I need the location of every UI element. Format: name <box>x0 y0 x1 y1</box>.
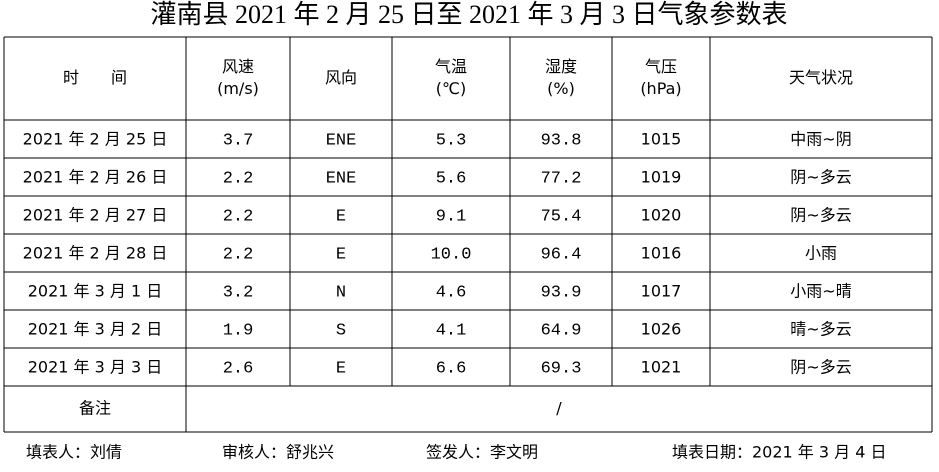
header-cell: (hPa) <box>640 79 681 98</box>
footer-text: 签发人：李文明 <box>426 443 538 462</box>
table-cell: 5.3 <box>436 131 467 150</box>
table-cell: 93.8 <box>541 131 582 150</box>
table-cell: 小雨~晴 <box>790 282 851 301</box>
header-cell: 风速 <box>222 57 254 76</box>
table-cell: 1017 <box>641 282 682 301</box>
title: 灌南县 2021 年 2 月 25 日至 2021 年 3 月 3 日气象参数表 <box>150 0 787 29</box>
table-cell: 中雨~阴 <box>790 130 851 149</box>
table-cell: 1019 <box>641 168 682 187</box>
table-cell: 1015 <box>641 130 682 149</box>
header-cell: 气温 <box>435 57 467 76</box>
table-cell: 2021 年 3 月 2 日 <box>28 320 163 339</box>
table-cell: S <box>336 321 346 340</box>
table-cell: 阴~多云 <box>790 168 851 187</box>
table-cell: 4.6 <box>436 283 467 302</box>
table-cell: 2021 年 2 月 27 日 <box>23 206 168 225</box>
header-cell: (℃) <box>436 79 466 98</box>
table-cell: 1026 <box>641 320 682 339</box>
table-cell: 2021 年 3 月 1 日 <box>28 282 163 301</box>
table-cell: E <box>336 359 346 378</box>
table-cell: 阴~多云 <box>790 358 851 377</box>
table-cell: 1016 <box>641 244 682 263</box>
table-cell: 2.6 <box>223 359 254 378</box>
footer-text: 审核人：舒兆兴 <box>222 443 334 462</box>
table-cell: 2.2 <box>223 245 254 264</box>
table-cell: 2021 年 2 月 25 日 <box>23 130 168 149</box>
table-cell: 75.4 <box>541 207 582 226</box>
table-cell: 3.7 <box>223 131 254 150</box>
remark-label: 备注 <box>79 399 111 418</box>
table-cell: ENE <box>326 131 357 150</box>
table-cell: 2.2 <box>223 169 254 188</box>
table-cell: N <box>336 283 346 302</box>
table-cell: 93.9 <box>541 283 582 302</box>
table-cell: 1021 <box>641 358 682 377</box>
table-cell: 5.6 <box>436 169 467 188</box>
table-cell: 阴~多云 <box>790 206 851 225</box>
table-cell: 晴~多云 <box>790 320 851 339</box>
table-cell: 1.9 <box>223 321 254 340</box>
table-cell: 1020 <box>641 206 682 225</box>
table-cell: 64.9 <box>541 321 582 340</box>
footer-text: 填表日期：2021 年 3 月 4 日 <box>672 443 887 462</box>
header-cell: 湿度 <box>545 57 577 76</box>
table-cell: 77.2 <box>541 169 582 188</box>
table-cell: 10.0 <box>431 245 472 264</box>
table-cell: 2021 年 3 月 3 日 <box>28 358 163 377</box>
header-cell: (%) <box>547 79 575 98</box>
table-cell: 2021 年 2 月 28 日 <box>23 244 168 263</box>
table-cell: 69.3 <box>541 359 582 378</box>
table-cell: 2.2 <box>223 207 254 226</box>
header-cell: 天气状况 <box>789 68 853 87</box>
table-cell: E <box>336 207 346 226</box>
table-cell: 3.2 <box>223 283 254 302</box>
table-cell: 9.1 <box>436 207 467 226</box>
remark: / <box>556 399 562 418</box>
header-cell: 气压 <box>645 57 677 76</box>
footer-text: 填表人：刘倩 <box>26 443 122 462</box>
table-cell: 4.1 <box>436 321 467 340</box>
table-cell: 6.6 <box>436 359 467 378</box>
table-cell: 96.4 <box>541 245 582 264</box>
table-cell: ENE <box>326 169 357 188</box>
header-cell: 风向 <box>325 68 357 87</box>
header-cell: 时 间 <box>63 68 127 87</box>
table-cell: E <box>336 245 346 264</box>
header-cell: (m/s) <box>217 79 259 98</box>
table-cell: 小雨 <box>805 244 837 263</box>
table-cell: 2021 年 2 月 26 日 <box>23 168 168 187</box>
